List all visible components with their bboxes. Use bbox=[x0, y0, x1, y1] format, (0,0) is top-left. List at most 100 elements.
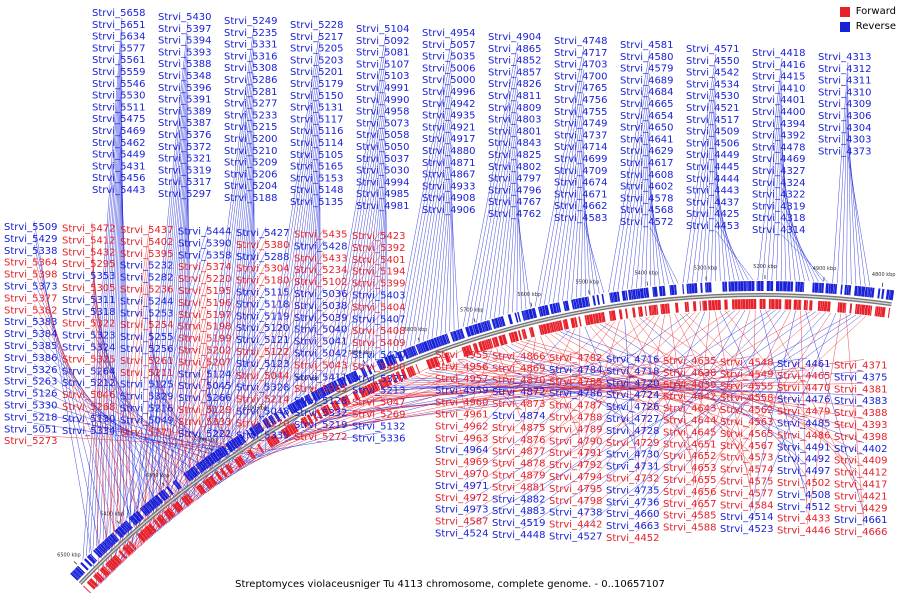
gene-label: Strvi_4720 bbox=[606, 378, 660, 389]
connector-line bbox=[464, 311, 811, 516]
gene-block-fwd-277 bbox=[653, 304, 657, 315]
connector-line bbox=[521, 310, 736, 494]
gene-label: Strvi_5058 bbox=[356, 130, 410, 141]
gene-block-rev-95 bbox=[235, 435, 244, 446]
connector-line bbox=[379, 187, 387, 359]
connector-line bbox=[462, 41, 519, 328]
gene-block-fwd-100 bbox=[267, 437, 275, 447]
connector-line bbox=[482, 352, 808, 418]
gene-block-rev-308 bbox=[691, 283, 695, 294]
connector-line bbox=[765, 309, 865, 503]
connector-line bbox=[113, 124, 123, 531]
connector-line bbox=[649, 191, 665, 285]
gene-label: Strvi_4629 bbox=[620, 146, 674, 157]
gene-block-rev-260 bbox=[581, 297, 587, 308]
connector-line bbox=[383, 385, 523, 391]
gene-block-rev-151 bbox=[348, 373, 355, 383]
gene-block-rev-162 bbox=[370, 363, 376, 373]
gene-label: Strvi_5200 bbox=[224, 134, 278, 145]
gene-label: Strvi_5057 bbox=[422, 40, 476, 51]
connector-line bbox=[462, 358, 580, 412]
gene-label: Strvi_4587 bbox=[435, 517, 489, 528]
gene-label: Strvi_5399 bbox=[352, 279, 406, 290]
connector-line bbox=[550, 333, 694, 439]
gene-label: Strvi_5030 bbox=[356, 166, 410, 177]
gene-block-fwd-51 bbox=[171, 504, 180, 514]
connector-line bbox=[501, 346, 580, 424]
gene-block-rev-69 bbox=[185, 471, 193, 481]
forward-swatch bbox=[839, 6, 850, 17]
connector-line bbox=[715, 219, 749, 281]
gene-block-rev-365 bbox=[830, 283, 834, 294]
gene-block-fwd-298 bbox=[702, 300, 704, 311]
gene-block-rev-345 bbox=[782, 281, 784, 292]
gene-label: Strvi_4410 bbox=[752, 83, 806, 94]
gene-block-fwd-102 bbox=[270, 435, 278, 445]
gene-label: Strvi_4502 bbox=[777, 478, 831, 489]
gene-block-rev-71 bbox=[188, 469, 196, 479]
gene-label: Strvi_5311 bbox=[62, 295, 116, 306]
gene-label: Strvi_4792 bbox=[549, 460, 603, 471]
connector-line bbox=[649, 179, 660, 286]
connector-line bbox=[215, 371, 325, 486]
gene-block-fwd-222 bbox=[528, 327, 533, 338]
gene-block-fwd-355 bbox=[842, 302, 846, 313]
gene-label: Strvi_4571 bbox=[686, 44, 740, 55]
gene-block-rev-41 bbox=[139, 507, 148, 517]
gene-block-fwd-209 bbox=[498, 335, 505, 346]
gene-label: Strvi_4786 bbox=[549, 389, 603, 400]
gene-block-fwd-37 bbox=[145, 525, 155, 536]
connector-line bbox=[464, 309, 771, 504]
gene-label: Strvi_5295 bbox=[62, 259, 116, 270]
gene-label: Strvi_4324 bbox=[752, 178, 806, 189]
gene-block-rev-118 bbox=[279, 409, 287, 419]
gene-label: Strvi_4749 bbox=[554, 119, 608, 130]
gene-label: Strvi_4311 bbox=[818, 76, 872, 87]
connector-line bbox=[496, 347, 523, 422]
gene-block-fwd-94 bbox=[257, 443, 265, 453]
gene-block-rev-103 bbox=[251, 426, 259, 436]
gene-label: Strvi_5404 bbox=[352, 302, 406, 313]
connector-line bbox=[378, 384, 466, 393]
gene-block-fwd-19 bbox=[114, 554, 123, 563]
gene-label: Strvi_5326 bbox=[4, 365, 58, 376]
gene-block-rev-286 bbox=[637, 288, 641, 299]
connector-line bbox=[420, 374, 523, 399]
gene-block-fwd-250 bbox=[592, 313, 597, 324]
gene-block-rev-269 bbox=[601, 293, 605, 305]
gene-block-fwd-323 bbox=[768, 299, 771, 310]
connector-line bbox=[771, 93, 783, 281]
gene-block-fwd-290 bbox=[684, 301, 688, 312]
axis-label: 5500 kbp bbox=[576, 279, 600, 285]
axis-label: 5200 kbp bbox=[753, 264, 777, 270]
gene-block-rev-48 bbox=[149, 499, 158, 509]
gene-block-rev-256 bbox=[571, 299, 575, 310]
gene-label: Strvi_4973 bbox=[435, 505, 489, 516]
connector-line bbox=[692, 312, 832, 522]
gene-label: Strvi_4852 bbox=[488, 56, 542, 67]
connector-line bbox=[749, 313, 837, 524]
axis-tick bbox=[73, 561, 78, 565]
gene-block-fwd-106 bbox=[280, 428, 289, 439]
gene-block-fwd-364 bbox=[864, 304, 869, 316]
gene-block-fwd-337 bbox=[799, 299, 802, 310]
gene-block-rev-240 bbox=[528, 308, 534, 320]
gene-block-rev-171 bbox=[390, 354, 397, 365]
axis-tick bbox=[310, 385, 313, 390]
gene-block-rev-289 bbox=[645, 287, 650, 298]
gene-label: Strvi_4437 bbox=[686, 197, 740, 208]
gene-block-rev-330 bbox=[743, 281, 747, 292]
gene-block-rev-234 bbox=[517, 311, 522, 322]
gene-label: Strvi_5046 bbox=[62, 390, 116, 401]
gene-label: Strvi_4738 bbox=[549, 508, 603, 519]
connector-line bbox=[578, 320, 620, 460]
gene-block-fwd-17 bbox=[109, 557, 119, 567]
connector-line bbox=[451, 214, 459, 329]
connector-line bbox=[156, 298, 267, 533]
gene-label: Strvi_4485 bbox=[777, 419, 831, 430]
gene-block-rev-239 bbox=[525, 309, 531, 320]
axis-tick bbox=[161, 482, 165, 487]
gene-label: Strvi_5401 bbox=[352, 255, 406, 266]
gene-block-fwd-212 bbox=[508, 332, 514, 343]
